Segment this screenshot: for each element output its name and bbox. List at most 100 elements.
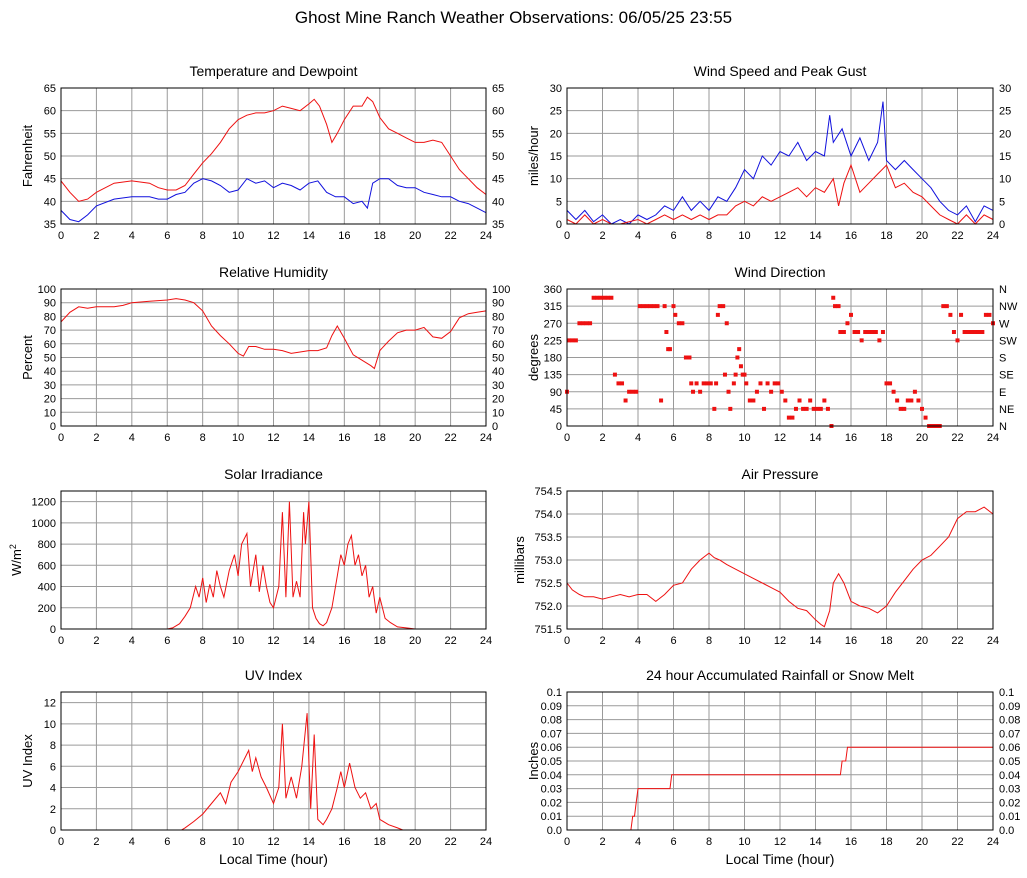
y-axis-label: miles/hour [526, 125, 541, 186]
y-tick-label: 6 [50, 761, 56, 773]
data-point [909, 398, 914, 403]
x-tick-label: 8 [200, 432, 206, 444]
y-tick-label-right: 10 [492, 407, 504, 419]
x-tick-label: 4 [129, 230, 135, 242]
data-point [783, 398, 788, 403]
x-tick-label: 10 [232, 432, 244, 444]
y-tick-label-right: 20 [492, 394, 504, 406]
series-line [566, 506, 994, 628]
data-point [634, 389, 639, 394]
y-tick-label: 60 [44, 339, 56, 351]
x-tick-label: 10 [232, 635, 244, 647]
data-point [877, 338, 882, 343]
y-tick-label-right: 100 [492, 284, 510, 296]
x-tick-label: 14 [303, 635, 315, 647]
y-tick-label: 753.0 [534, 555, 562, 567]
data-point [870, 330, 875, 335]
chart-solar: 0 2 4 6 8 10 12 14 16 18 20 22 240200400600800100012… [8, 466, 492, 647]
data-point [573, 338, 578, 343]
x-tick-label: 22 [951, 432, 963, 444]
x-tick-label: 4 [129, 432, 135, 444]
data-point [838, 330, 843, 335]
chart-temp: 0 2 4 6 8 10 12 14 16 18 20 22 243540455055606535404… [20, 63, 504, 242]
x-tick-label: 12 [774, 432, 786, 444]
y-tick-label-right: 60 [492, 106, 504, 118]
data-point [873, 330, 878, 335]
x-tick-label: 18 [880, 635, 892, 647]
y-tick-label: 10 [44, 719, 56, 731]
y-tick-label: 8 [50, 740, 56, 752]
x-tick-label: 2 [93, 432, 99, 444]
y-tick-label: 35 [44, 219, 56, 231]
x-tick-label: 4 [635, 432, 641, 444]
y-tick-label: 10 [550, 174, 562, 186]
y-tick-label: 360 [544, 284, 562, 296]
y-tick-label: 1200 [32, 497, 56, 509]
x-tick-label: 8 [706, 230, 712, 242]
y-tick-label: 55 [44, 128, 56, 140]
y-tick-label: 0.01 [541, 811, 562, 823]
x-tick-label: 18 [374, 836, 386, 848]
data-point [570, 338, 575, 343]
data-point [852, 330, 857, 335]
y-tick-label: 0 [556, 421, 562, 433]
x-tick-label: 12 [774, 230, 786, 242]
y-tick-label: 0.03 [541, 784, 562, 796]
chart-humidity: 0 2 4 6 8 10 12 14 16 18 20 22 240102030405060708090… [20, 264, 510, 444]
chart-title: Wind Direction [734, 264, 825, 280]
x-tick-label: 4 [635, 635, 641, 647]
x-tick-label: 20 [409, 836, 421, 848]
data-point [880, 330, 885, 335]
plot-frame [60, 288, 487, 427]
data-point [793, 406, 798, 411]
series-line [567, 746, 993, 831]
data-point [655, 304, 660, 309]
data-point [801, 406, 806, 411]
x-tick-label: 6 [164, 635, 170, 647]
y-tick-label-right: SW [999, 335, 1017, 347]
data-point [662, 304, 667, 309]
data-point [742, 372, 747, 377]
y-tick-label-right: 25 [999, 106, 1011, 118]
data-point [664, 330, 669, 335]
data-point [724, 321, 729, 326]
y-tick-label-right: 40 [492, 366, 504, 378]
y-tick-label: 90 [550, 387, 562, 399]
y-tick-label-right: 5 [999, 196, 1005, 208]
data-point [895, 398, 900, 403]
y-tick-label: 1000 [32, 518, 56, 530]
y-tick-label: 0.02 [541, 797, 562, 809]
chart-pressure: 0 2 4 6 8 10 12 14 16 18 20 22 24751.5752.0752.5753.… [512, 466, 999, 647]
x-tick-label: 10 [738, 432, 750, 444]
x-tick-label: 22 [444, 836, 456, 848]
x-tick-label: 6 [670, 836, 676, 848]
data-point [751, 398, 756, 403]
data-point [602, 295, 607, 300]
x-tick-label: 10 [232, 230, 244, 242]
data-point [941, 304, 946, 309]
y-tick-label: 200 [38, 603, 56, 615]
x-tick-label: 18 [374, 635, 386, 647]
series-line [61, 713, 486, 831]
data-point [728, 406, 733, 411]
x-tick-label: 22 [951, 836, 963, 848]
data-point [866, 330, 871, 335]
y-tick-label-right: 50 [492, 151, 504, 163]
data-point [772, 381, 777, 386]
data-point [705, 381, 710, 386]
x-tick-label: 24 [987, 230, 999, 242]
data-point [912, 389, 917, 394]
x-tick-label: 12 [267, 635, 279, 647]
data-point [591, 295, 596, 300]
x-tick-label: 14 [303, 230, 315, 242]
y-tick-label: 5 [556, 196, 562, 208]
y-tick-label: 2 [50, 804, 56, 816]
data-point [651, 304, 656, 309]
data-point [849, 312, 853, 317]
plot-frame [566, 490, 994, 630]
y-tick-label-right: 0.1 [999, 687, 1014, 699]
data-point [836, 304, 841, 309]
y-tick-label-right: 10 [999, 174, 1011, 186]
chart-wind_dir: 0 2 4 6 8 10 12 14 16 18 20 22 240459013518022527031… [526, 264, 1018, 444]
